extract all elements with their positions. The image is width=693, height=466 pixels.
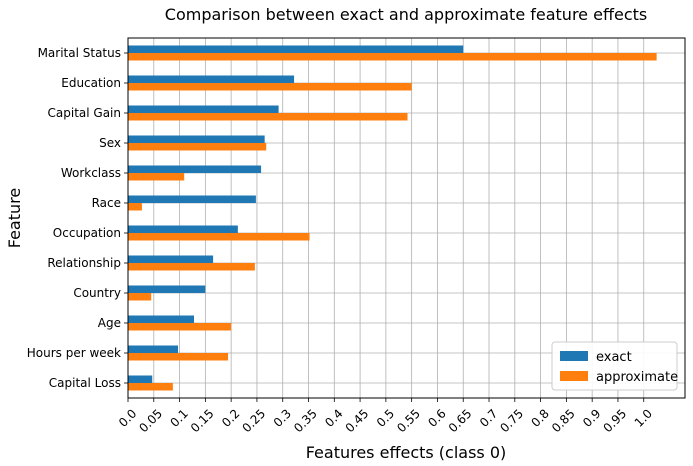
x-axis-title: Features effects (class 0)	[306, 443, 507, 462]
bar-approximate	[128, 263, 255, 271]
bar-exact	[128, 315, 195, 323]
legend-swatch-exact	[560, 351, 588, 361]
bar-exact	[128, 195, 256, 203]
y-tick-label: Relationship	[47, 256, 121, 270]
y-tick-label: Education	[61, 76, 121, 90]
bar-exact	[128, 255, 214, 263]
legend-label-exact: exact	[596, 350, 632, 365]
y-tick-label: Occupation	[53, 226, 121, 240]
bar-exact	[128, 345, 179, 353]
bar-exact	[128, 375, 153, 383]
y-tick-labels: Marital Status Education Capital Gain Sex Wo…	[27, 46, 128, 390]
legend-swatch-approximate	[560, 371, 588, 381]
bar-approximate	[128, 113, 408, 121]
bar-approximate	[128, 143, 267, 151]
y-tick-label: Marital Status	[38, 46, 121, 60]
bar-exact	[128, 105, 279, 113]
bar-approximate	[128, 293, 152, 301]
y-tick-label: Workclass	[61, 166, 121, 180]
y-axis-title: Feature	[5, 188, 24, 248]
bar-approximate	[128, 53, 657, 61]
bar-exact	[128, 45, 464, 53]
y-tick-label: Race	[92, 196, 121, 210]
legend-label-approximate: approximate	[596, 370, 678, 385]
bar-exact	[128, 285, 206, 293]
bar-exact	[128, 75, 295, 83]
bar-exact	[128, 135, 265, 143]
bar-approximate	[128, 173, 185, 181]
y-tick-label: Capital Gain	[48, 106, 121, 120]
chart-title: Comparison between exact and approximate…	[165, 5, 647, 24]
legend: exact approximate	[551, 341, 678, 391]
y-tick-label: Sex	[99, 136, 121, 150]
bar-exact	[128, 225, 238, 233]
y-tick-label: Capital Loss	[49, 376, 121, 390]
bar-approximate	[128, 383, 173, 391]
y-tick-label: Hours per week	[27, 346, 121, 360]
bars	[128, 45, 657, 391]
y-tick-label: Age	[98, 316, 121, 330]
bar-approximate	[128, 323, 232, 331]
bar-approximate	[128, 83, 412, 91]
bar-exact	[128, 165, 262, 173]
y-tick-label: Country	[73, 286, 121, 300]
bar-approximate	[128, 233, 310, 241]
bar-approximate	[128, 203, 142, 211]
bar-approximate	[128, 353, 229, 361]
plot-frame	[127, 37, 686, 399]
